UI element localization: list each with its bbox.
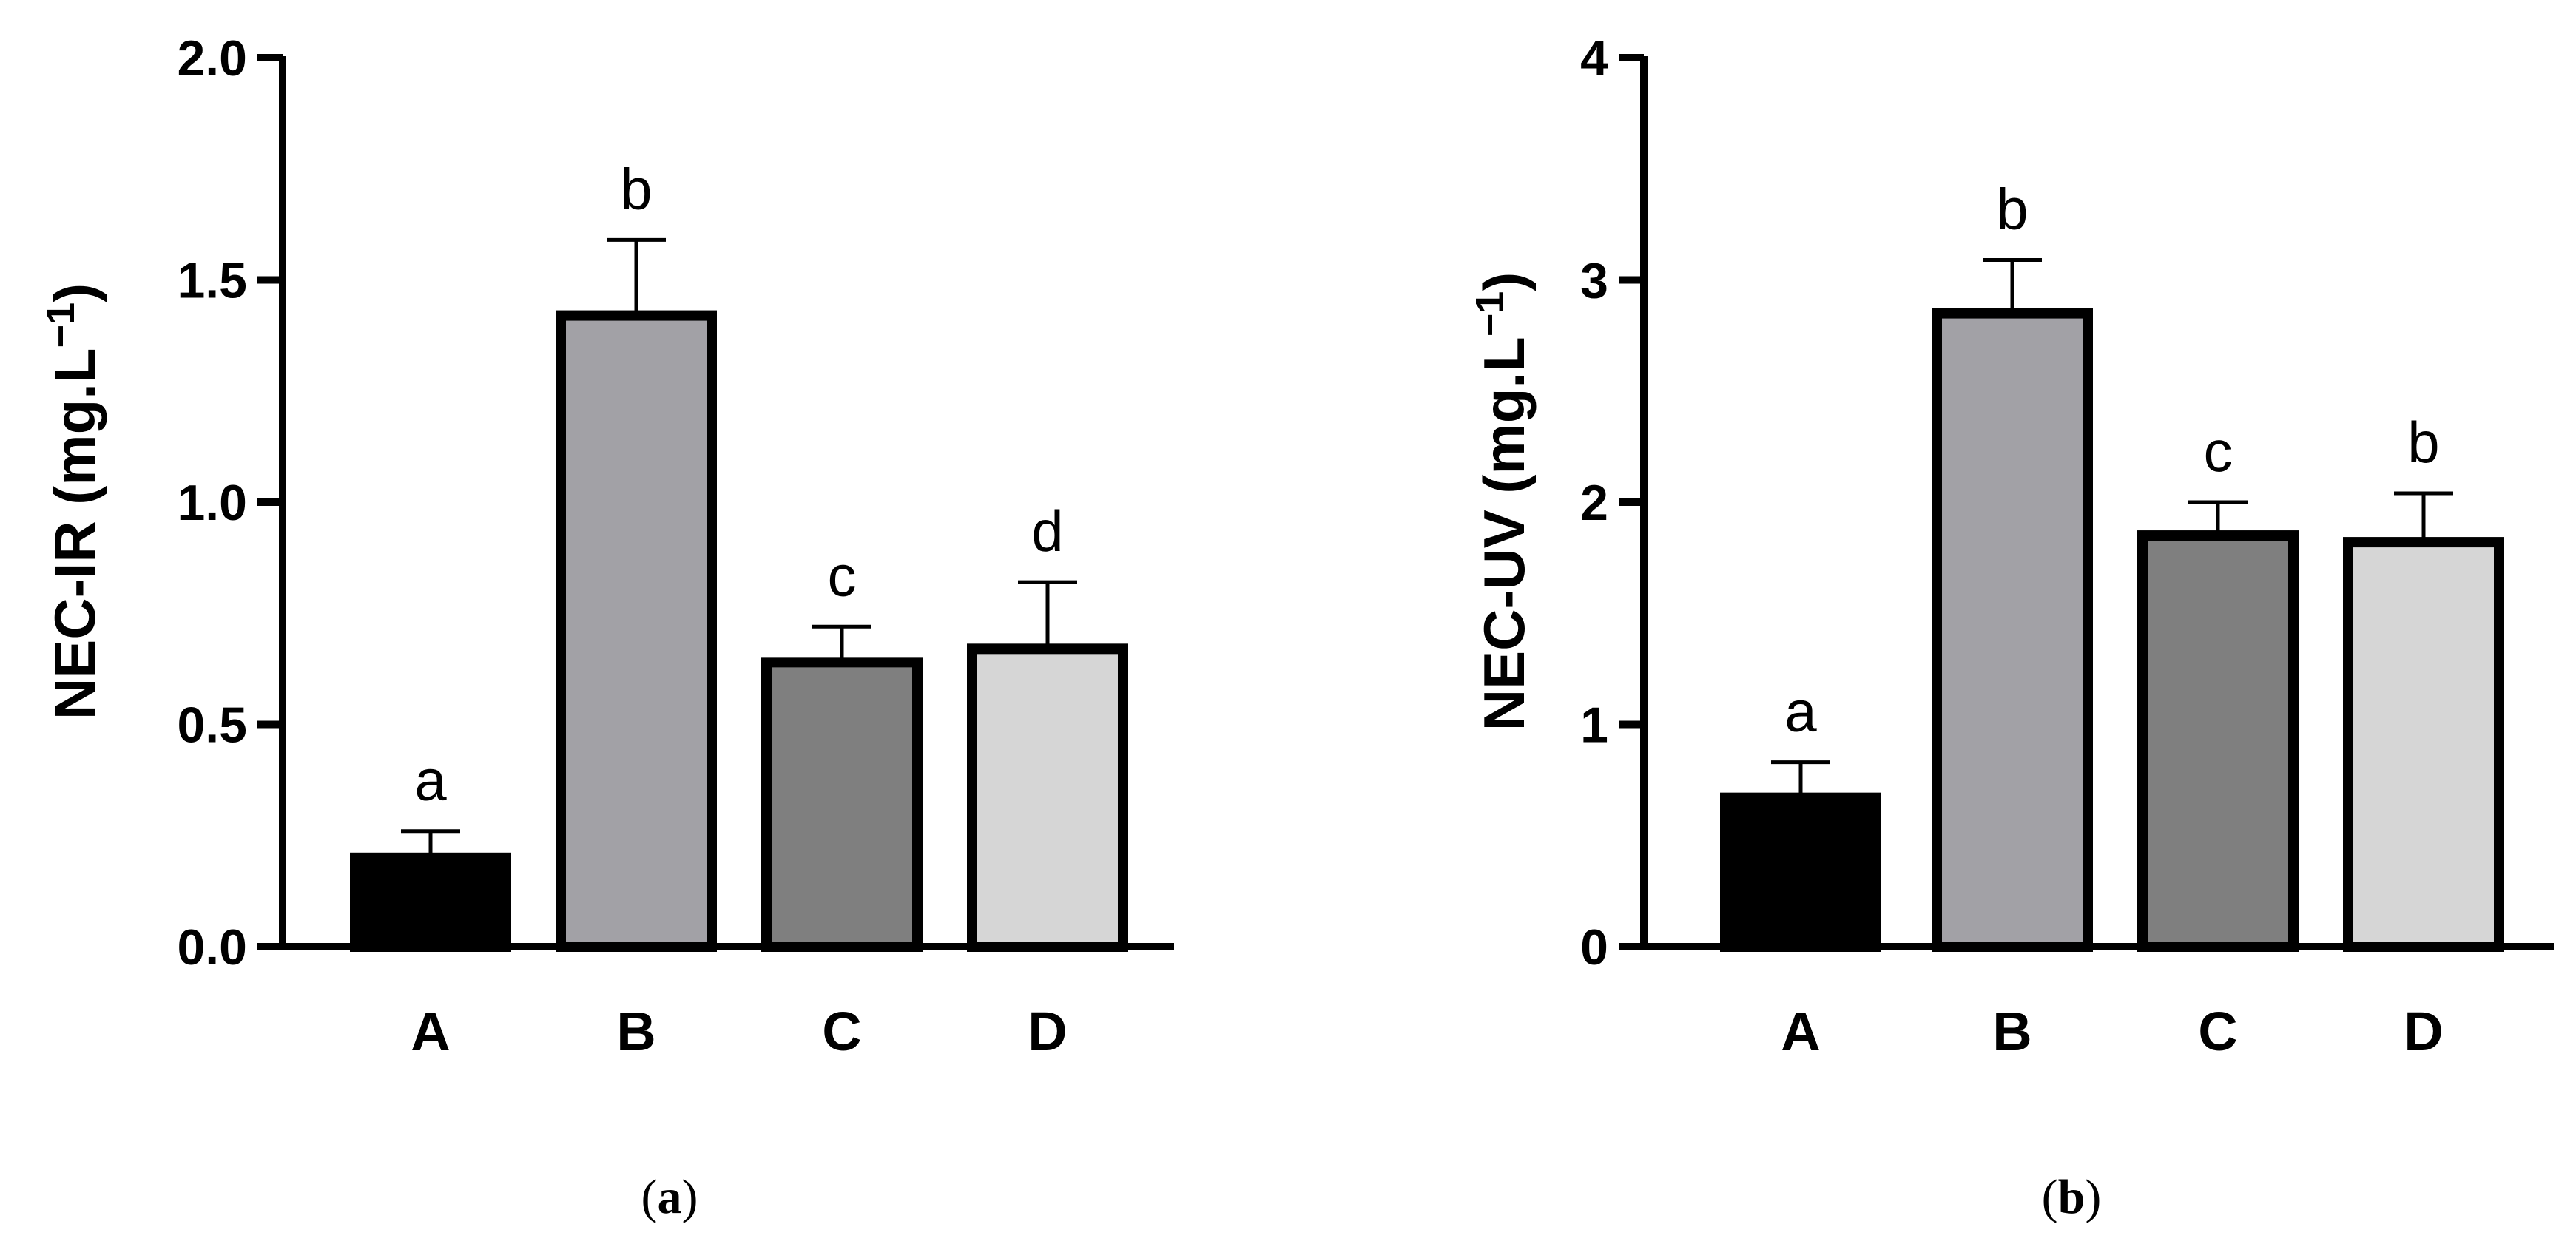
bar-D (967, 643, 1128, 953)
y-axis-title: NEC-IR (mg.L−1) (38, 283, 107, 720)
bar-B (556, 310, 717, 952)
chart-panel-b: 0 1 2 3 4 a b c b A B C D NEC-UV (mg.L−1) (b) (1468, 30, 2554, 1224)
significance-letter: a (1784, 679, 1817, 744)
bar-D (2343, 537, 2504, 952)
y-ticks: 0.0 0.5 1.0 1.5 2.0 (177, 30, 283, 976)
y-tick-label: 1.5 (177, 253, 247, 309)
y-tick-label: 1.0 (177, 475, 247, 531)
bar-B (1932, 308, 2093, 952)
x-tick-label: B (1992, 1001, 2032, 1062)
y-tick-label: 2 (1580, 475, 1608, 531)
y-tick-label: 0.5 (177, 697, 247, 754)
bars: a b c b (1720, 176, 2504, 953)
significance-letter: d (1031, 498, 1063, 564)
y-tick-label: 0.0 (177, 919, 247, 976)
significance-letter: b (620, 156, 652, 221)
panel-label-b: (b) (2042, 1170, 2102, 1224)
bars: a b c d (350, 156, 1128, 953)
x-tick-label: B (616, 1001, 655, 1062)
y-axis-title: NEC-UV (mg.L−1) (1468, 272, 1537, 731)
y-tick-label: 1 (1580, 697, 1608, 754)
panel-label-a: (a) (641, 1170, 698, 1224)
x-tick-label: A (411, 1001, 450, 1062)
y-tick-label: 2.0 (177, 30, 247, 87)
x-tick-label: C (2198, 1001, 2237, 1062)
category-labels: A B C D (411, 1001, 1067, 1062)
bar-A (350, 852, 511, 953)
x-tick-label: D (2404, 1001, 2443, 1062)
category-labels: A B C D (1781, 1001, 2443, 1062)
x-tick-label: D (1028, 1001, 1067, 1062)
x-tick-label: C (822, 1001, 861, 1062)
significance-letter: a (414, 748, 447, 813)
bar-C (2137, 530, 2299, 952)
y-tick-label: 4 (1580, 30, 1608, 87)
significance-letter: b (2407, 410, 2439, 475)
bar-C (761, 657, 923, 952)
x-tick-label: A (1781, 1001, 1820, 1062)
significance-letter: b (1996, 176, 2028, 241)
y-tick-label: 3 (1580, 253, 1608, 309)
significance-letter: c (828, 543, 857, 608)
y-tick-label: 0 (1580, 919, 1608, 976)
y-ticks: 0 1 2 3 4 (1580, 30, 1644, 976)
chart-panel-a: 0.0 0.5 1.0 1.5 2.0 a b c d A B C D NEC-IR (mg.L−1… (38, 30, 1174, 1224)
bar-A (1720, 792, 1881, 953)
significance-letter: c (2204, 419, 2233, 484)
